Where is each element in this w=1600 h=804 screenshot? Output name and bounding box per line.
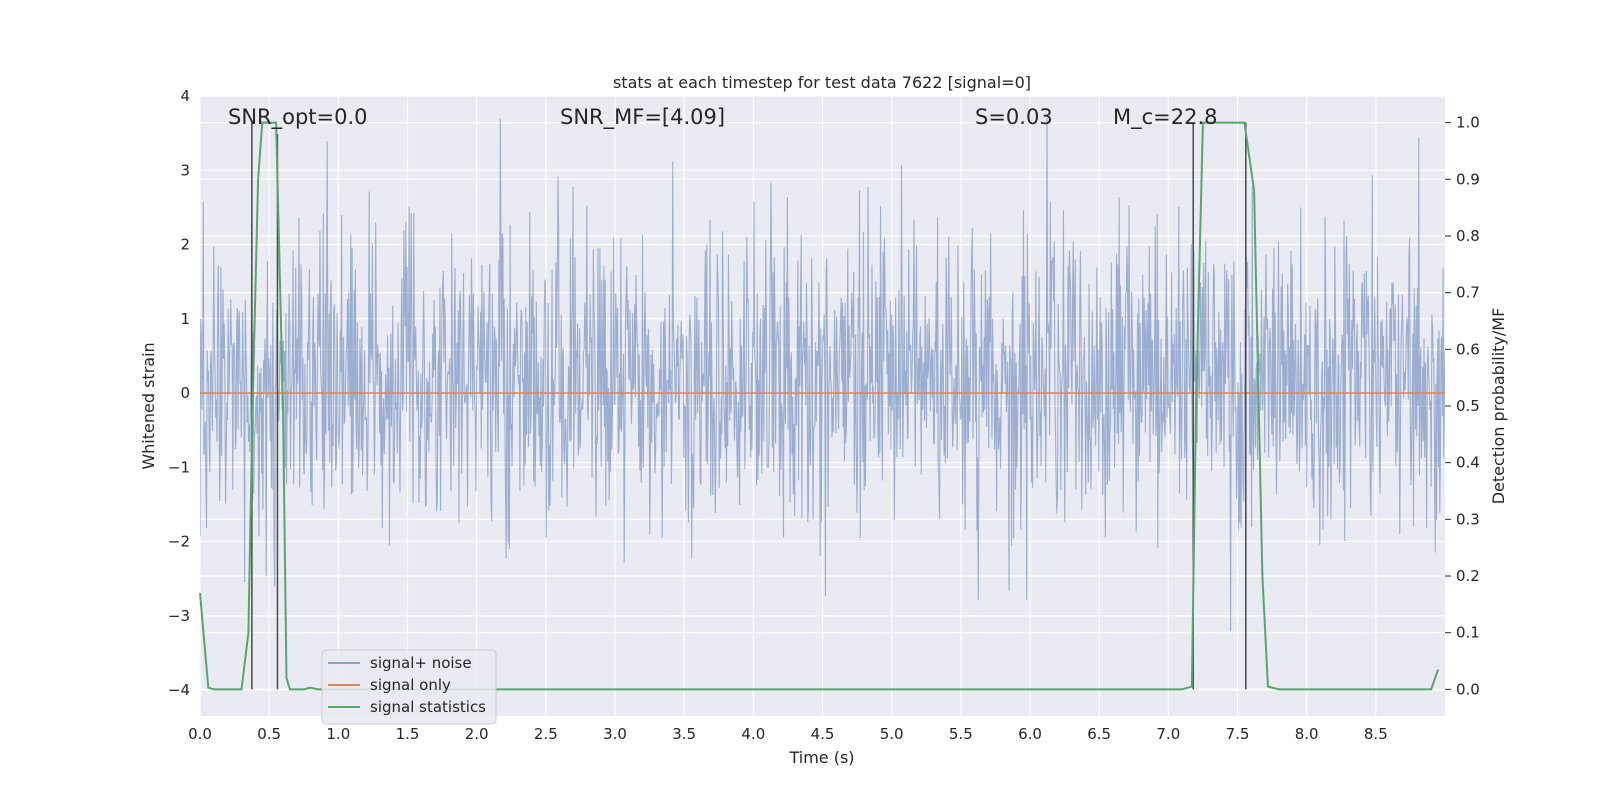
annotations-layer: SNR_opt=0.0 SNR_MF=[4.09] S=0.03 M_c=22.… <box>228 105 1218 130</box>
legend-box <box>321 649 497 725</box>
x-tick-label: 8.0 <box>1295 725 1319 743</box>
ticks-layer: 0.0 0.5 1.0 1.5 2.0 2.5 3.0 3.5 4.0 4.5 5.0 5.5 6.0 6… <box>168 87 1480 743</box>
y-tick-label: −3 <box>168 607 190 625</box>
legend-label-signal-noise: signal+ noise <box>370 654 472 672</box>
y2-tick-label: 0.4 <box>1456 454 1480 472</box>
annotation-snr-mf: SNR_MF=[4.09] <box>560 105 725 130</box>
x-tick-label: 5.0 <box>880 725 904 743</box>
series-signal-statistics <box>199 121 1440 691</box>
y2-tick-label: 0.1 <box>1456 624 1480 642</box>
chart-title: stats at each timestep for test data 762… <box>613 73 1031 92</box>
series-signal-noise <box>200 118 1445 632</box>
x-tick-label: 6.5 <box>1087 725 1111 743</box>
x-tick-label: 1.5 <box>396 725 420 743</box>
y2-tick-label: 0.9 <box>1456 170 1480 188</box>
annotation-snr-opt: SNR_opt=0.0 <box>228 105 368 130</box>
legend: signal+ noise signal only signal statist… <box>321 649 497 725</box>
y2-tick-label: 0.6 <box>1456 340 1480 358</box>
legend-label-signal-statistics: signal statistics <box>370 698 486 716</box>
y2-tick-label: 0.3 <box>1456 510 1480 528</box>
annotation-mc: M_c=22.8 <box>1113 105 1218 130</box>
x-tick-label: 7.5 <box>1226 725 1250 743</box>
x-tick-label: 2.5 <box>534 725 558 743</box>
y-tick-label: 4 <box>180 87 190 105</box>
y2-tick-label: 0.0 <box>1456 680 1480 698</box>
x-tick-label: 3.5 <box>672 725 696 743</box>
y2-tick-label: 0.5 <box>1456 397 1480 415</box>
y-tick-label: −2 <box>168 533 190 551</box>
markers-layer <box>199 121 1440 691</box>
y2-tick-label: 0.7 <box>1456 284 1480 302</box>
x-tick-label: 6.0 <box>1018 725 1042 743</box>
x-tick-label: 8.5 <box>1364 725 1388 743</box>
annotation-s: S=0.03 <box>975 105 1053 129</box>
y-tick-label: 2 <box>180 236 190 254</box>
x-tick-label: 3.0 <box>603 725 627 743</box>
y-tick-label: 1 <box>180 310 190 328</box>
x-tick-label: 4.5 <box>811 725 835 743</box>
x-tick-label: 0.5 <box>257 725 281 743</box>
y-tick-label: −1 <box>168 458 190 476</box>
series-layer <box>200 118 1445 632</box>
y-tick-label: 0 <box>180 384 190 402</box>
y2-axis-label: Detection probability/MF <box>1489 308 1508 505</box>
y-axis-label: Whitened strain <box>139 342 158 469</box>
x-tick-label: 0.0 <box>188 725 212 743</box>
y2-tick-label: 0.8 <box>1456 227 1480 245</box>
y2-tick-label: 1.0 <box>1456 114 1480 132</box>
y-tick-label: −4 <box>168 681 190 699</box>
x-tick-label: 7.0 <box>1156 725 1180 743</box>
x-tick-label: 1.0 <box>326 725 350 743</box>
legend-label-signal-only: signal only <box>370 676 451 694</box>
y-tick-label: 3 <box>180 161 190 179</box>
x-tick-label: 2.0 <box>465 725 489 743</box>
x-tick-label: 4.0 <box>741 725 765 743</box>
x-tick-label: 5.5 <box>949 725 973 743</box>
x-axis-label: Time (s) <box>788 748 854 767</box>
y2-tick-label: 0.2 <box>1456 567 1480 585</box>
